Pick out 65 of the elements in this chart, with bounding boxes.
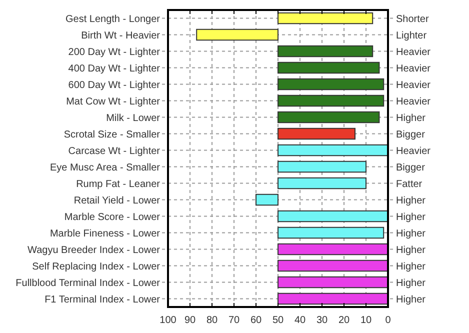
bar xyxy=(278,45,374,58)
y-tick-label: 400 Day Wt - Lighter xyxy=(68,63,161,74)
x-tick-label: 40 xyxy=(294,315,306,326)
bar xyxy=(278,177,366,190)
bar xyxy=(278,292,388,305)
y2-tick-label: Higher xyxy=(396,212,426,223)
bar xyxy=(278,94,384,107)
x-tick-label: 0 xyxy=(385,315,392,326)
y-tick-label: Marble Fineness - Lower xyxy=(50,228,161,240)
y-tick-label: Milk - Lower xyxy=(106,112,161,124)
bar xyxy=(196,28,278,41)
bar xyxy=(278,276,388,288)
x-tick-label: 80 xyxy=(206,315,218,326)
y2-tick-label: Higher xyxy=(396,195,426,206)
bar xyxy=(278,128,356,140)
y2-tick-label: Lighter xyxy=(396,30,428,42)
bar xyxy=(278,243,388,256)
y2-tick-label: Higher xyxy=(396,278,426,289)
x-tick-label: 10 xyxy=(360,315,372,326)
y-tick-label: Retail Yield - Lower xyxy=(74,195,161,206)
y2-tick-label: Higher xyxy=(396,112,426,124)
bar xyxy=(278,12,374,24)
bar xyxy=(278,144,388,156)
bar xyxy=(278,260,388,272)
x-tick-label: 30 xyxy=(316,315,328,326)
y2-tick-label: Heavier xyxy=(396,80,432,91)
y-tick-label: Fullblood Terminal Index - Lower xyxy=(16,278,161,289)
bar xyxy=(278,160,366,173)
x-tick-label: 20 xyxy=(338,315,350,326)
y-tick-label: Carcase Wt - Lighter xyxy=(68,146,161,157)
x-tick-label: 70 xyxy=(228,315,240,326)
y-tick-label: Scrotal Size - Smaller xyxy=(64,129,161,140)
y-tick-label: F1 Terminal Index - Lower xyxy=(44,294,161,306)
y-tick-label: Mat Cow Wt - Lighter xyxy=(66,96,161,108)
y2-tick-label: Heavier xyxy=(396,63,432,74)
bar xyxy=(278,78,384,90)
y-tick-label: 600 Day Wt - Lighter xyxy=(68,80,161,91)
y2-tick-label: Heavier xyxy=(396,46,432,58)
y2-tick-label: Higher xyxy=(396,261,426,272)
y-tick-label: Self Replacing Index - Lower xyxy=(32,261,161,272)
bar xyxy=(278,111,380,124)
y-tick-label: Wagyu Breeder Index - Lower xyxy=(28,244,161,256)
y2-tick-label: Bigger xyxy=(396,129,426,140)
y-tick-label: Rump Fat - Leaner xyxy=(76,178,161,190)
y2-tick-label: Fatter xyxy=(396,178,423,190)
y2-tick-label: Heavier xyxy=(396,96,432,108)
bar xyxy=(278,62,380,74)
y2-tick-label: Heavier xyxy=(396,146,432,157)
y2-tick-label: Bigger xyxy=(396,162,426,174)
x-tick-label: 100 xyxy=(160,315,177,326)
y2-tick-label: Higher xyxy=(396,228,426,240)
y2-tick-label: Shorter xyxy=(396,14,430,25)
y-tick-label: Eye Musc Area - Smaller xyxy=(50,162,161,174)
y-tick-label: Birth Wt - Heavier xyxy=(81,30,161,42)
x-tick-label: 50 xyxy=(272,315,284,326)
bar xyxy=(278,226,384,239)
y2-tick-label: Higher xyxy=(396,294,426,306)
x-tick-label: 60 xyxy=(250,315,262,326)
y-tick-label: Gest Length - Longer xyxy=(65,14,161,25)
y2-tick-label: Higher xyxy=(396,244,426,256)
bar xyxy=(256,194,278,206)
y-tick-label: 200 Day Wt - Lighter xyxy=(68,46,161,58)
x-tick-label: 90 xyxy=(184,315,196,326)
y-tick-label: Marble Score - Lower xyxy=(64,212,161,223)
bar xyxy=(278,210,388,222)
